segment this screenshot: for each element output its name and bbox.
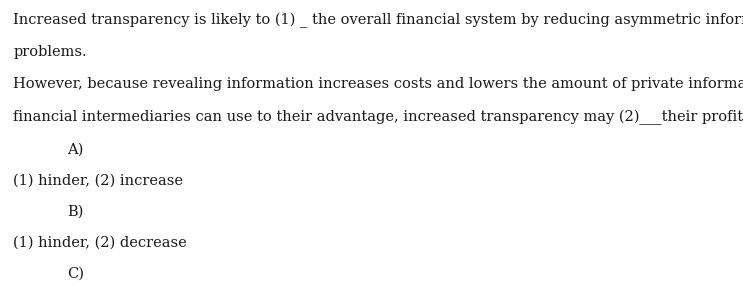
Text: problems.: problems. [13,45,87,59]
Text: (1) hinder, (2) decrease: (1) hinder, (2) decrease [13,236,187,250]
Text: B): B) [67,204,83,218]
Text: financial intermediaries can use to their advantage, increased transparency may : financial intermediaries can use to thei… [13,110,743,125]
Text: Increased transparency is likely to (1) _ the overall financial system by reduci: Increased transparency is likely to (1) … [13,13,743,28]
Text: However, because revealing information increases costs and lowers the amount of : However, because revealing information i… [13,77,743,91]
Text: C): C) [67,266,84,280]
Text: (1) hinder, (2) increase: (1) hinder, (2) increase [13,174,184,188]
Text: A): A) [67,143,83,157]
